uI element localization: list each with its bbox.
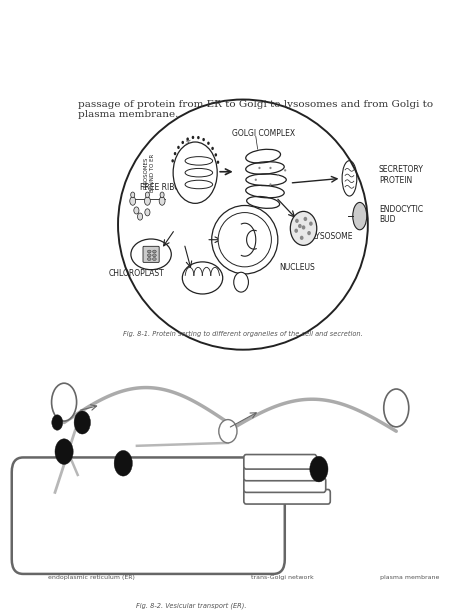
Ellipse shape: [269, 167, 272, 169]
Text: ENDOCYTIC
BUD: ENDOCYTIC BUD: [379, 205, 423, 224]
Ellipse shape: [219, 419, 237, 443]
Ellipse shape: [303, 217, 307, 221]
Ellipse shape: [174, 152, 176, 155]
Ellipse shape: [145, 197, 150, 205]
Ellipse shape: [298, 224, 301, 228]
Ellipse shape: [277, 174, 279, 176]
Ellipse shape: [52, 415, 63, 430]
Ellipse shape: [147, 254, 151, 257]
Ellipse shape: [212, 205, 278, 274]
Ellipse shape: [137, 213, 143, 220]
Ellipse shape: [153, 250, 156, 253]
Bar: [59, 338, 427, 546]
FancyBboxPatch shape: [143, 246, 159, 262]
Text: plasma membrane.: plasma membrane.: [78, 110, 178, 120]
Ellipse shape: [131, 239, 171, 270]
Ellipse shape: [153, 257, 156, 261]
Ellipse shape: [353, 202, 367, 230]
Text: RIBOSOMES
BOUND TO ER: RIBOSOMES BOUND TO ER: [144, 154, 155, 192]
Ellipse shape: [307, 231, 311, 235]
Ellipse shape: [182, 141, 184, 144]
Ellipse shape: [218, 213, 272, 267]
Ellipse shape: [172, 159, 174, 162]
Ellipse shape: [191, 136, 194, 139]
FancyBboxPatch shape: [12, 457, 285, 574]
Text: passage of protein from ER to Golgi to lysosomes and from Golgi to: passage of protein from ER to Golgi to l…: [78, 99, 433, 109]
FancyBboxPatch shape: [244, 478, 326, 492]
Text: Fig. 8-1. Protein sorting to different organelles of the cell and secretion.: Fig. 8-1. Protein sorting to different o…: [123, 331, 363, 337]
FancyBboxPatch shape: [244, 455, 317, 469]
Ellipse shape: [384, 389, 409, 427]
Ellipse shape: [309, 221, 313, 226]
Text: FREE RIBOSOMES: FREE RIBOSOMES: [140, 183, 207, 192]
Ellipse shape: [182, 262, 223, 294]
Text: plasma membrane: plasma membrane: [380, 576, 439, 581]
Ellipse shape: [147, 250, 151, 253]
Ellipse shape: [202, 138, 205, 141]
Ellipse shape: [118, 99, 368, 349]
Ellipse shape: [173, 142, 217, 204]
Ellipse shape: [55, 439, 73, 465]
Ellipse shape: [310, 456, 328, 482]
Ellipse shape: [269, 183, 272, 186]
Ellipse shape: [114, 451, 132, 476]
Text: trans-Golgi network: trans-Golgi network: [251, 576, 314, 581]
Ellipse shape: [147, 257, 151, 261]
Ellipse shape: [211, 147, 214, 150]
Ellipse shape: [145, 209, 150, 216]
Ellipse shape: [301, 226, 305, 229]
Ellipse shape: [197, 136, 200, 139]
Ellipse shape: [159, 197, 165, 205]
Ellipse shape: [290, 211, 317, 245]
Ellipse shape: [300, 235, 303, 240]
Text: GOLGI COMPLEX: GOLGI COMPLEX: [232, 129, 295, 139]
Text: mRNA: mRNA: [182, 138, 192, 158]
Ellipse shape: [74, 411, 91, 434]
Text: LYSOSOME: LYSOSOME: [313, 232, 353, 241]
Ellipse shape: [160, 192, 164, 198]
FancyBboxPatch shape: [244, 489, 330, 504]
Ellipse shape: [131, 192, 135, 198]
Text: CHLOROPLAST: CHLOROPLAST: [109, 270, 164, 278]
Text: Fig. 8-2. Vesicular transport (ER).: Fig. 8-2. Vesicular transport (ER).: [136, 603, 247, 609]
Ellipse shape: [52, 383, 77, 421]
Text: endoplasmic reticulum (ER): endoplasmic reticulum (ER): [48, 576, 135, 581]
Ellipse shape: [258, 167, 261, 169]
Ellipse shape: [134, 207, 139, 214]
Ellipse shape: [153, 254, 156, 257]
Ellipse shape: [284, 169, 286, 172]
Ellipse shape: [177, 146, 180, 149]
Ellipse shape: [130, 197, 136, 205]
Ellipse shape: [217, 161, 219, 164]
Text: SECRETORY
PROTEIN: SECRETORY PROTEIN: [379, 166, 424, 185]
Ellipse shape: [234, 272, 248, 292]
Text: NUCLEUS: NUCLEUS: [279, 262, 315, 272]
Ellipse shape: [186, 137, 189, 141]
Ellipse shape: [146, 192, 149, 198]
FancyBboxPatch shape: [244, 466, 321, 481]
Ellipse shape: [295, 219, 299, 223]
Ellipse shape: [215, 153, 217, 156]
Ellipse shape: [294, 229, 298, 233]
Ellipse shape: [207, 142, 210, 145]
Ellipse shape: [255, 178, 257, 181]
